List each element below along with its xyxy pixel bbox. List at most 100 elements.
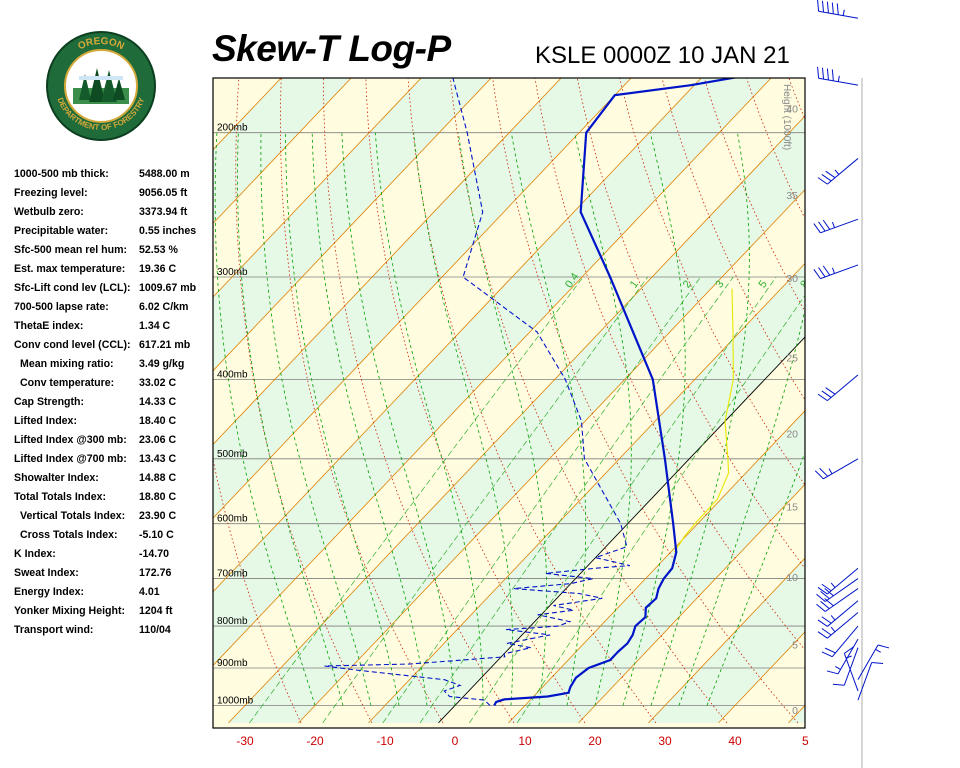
barb-flag — [817, 0, 820, 12]
moist-adiabat — [214, 132, 316, 706]
barb-flag — [831, 2, 834, 14]
wind-barb — [826, 638, 859, 675]
index-row: 700-500 lapse rate: 6.02 C/km — [14, 301, 210, 320]
index-value: 1009.67 mb — [139, 282, 197, 294]
index-value: 617.21 mb — [139, 339, 191, 351]
dry-adiabat — [449, 78, 728, 724]
moist-adiabat — [341, 132, 456, 706]
barb-half-flag — [830, 615, 836, 621]
wind-barb — [843, 646, 859, 692]
moist-adiabat — [285, 132, 400, 706]
barb-flag — [818, 267, 826, 278]
barb-staff — [827, 600, 859, 627]
index-value: 14.88 C — [139, 472, 177, 484]
dry-adiabat — [213, 457, 302, 724]
index-value: -5.10 C — [139, 529, 174, 541]
x-tick-labels: -30 -20 -10 0 10 20 30 40 5 — [236, 734, 809, 748]
isotherm-line — [228, 115, 805, 724]
index-label: Conv cond level (CCL): — [14, 339, 131, 351]
barb-staff — [823, 458, 859, 480]
mixing-ratio-label: 3 — [713, 278, 726, 290]
barb-flag — [817, 587, 828, 595]
barb-half-flag — [830, 626, 836, 633]
x-tick-label: -10 — [376, 734, 394, 748]
chart-title: Skew-T Log-P — [212, 28, 451, 69]
barb-flag — [821, 67, 825, 80]
index-label: Freezing level: — [14, 187, 88, 199]
mixing-ratio-label: 8 — [798, 278, 811, 290]
index-label: Lifted Index @700 mb: — [14, 453, 127, 465]
index-row: Transport wind: 110/04 — [14, 624, 210, 643]
barb-flag — [831, 69, 834, 81]
index-value: 5488.00 m — [139, 168, 190, 180]
index-value: 4.01 — [139, 586, 160, 598]
index-value: 172.76 — [139, 567, 172, 579]
barb-flag — [871, 662, 884, 664]
wind-barb — [857, 662, 884, 701]
index-label: Mean mixing ratio: — [20, 358, 114, 370]
barb-flag — [820, 590, 830, 600]
barb-flag — [817, 631, 828, 639]
index-label: Vertical Totals Index: — [20, 510, 126, 522]
index-row: Cross Totals Index: -5.10 C — [14, 529, 210, 548]
barb-flag — [826, 1, 829, 14]
x-tick-label: 5 — [802, 734, 809, 748]
index-label: Showalter Index: — [14, 472, 99, 484]
plot-area: 0.41235850454035302520151050Height (1000… — [213, 0, 960, 724]
barb-half-flag — [842, 9, 845, 16]
barb-flag — [814, 470, 824, 480]
barb-half-flag — [831, 221, 835, 228]
height-tick-label: 10 — [786, 572, 798, 584]
index-label: Yonker Mixing Height: — [14, 605, 126, 617]
mixing-ratio-line — [469, 276, 777, 724]
isotherm-line — [368, 262, 805, 724]
wind-barb — [817, 567, 859, 595]
index-label: Wetbulb zero: — [14, 206, 84, 218]
x-tick-label: 10 — [518, 734, 532, 748]
barb-staff — [857, 644, 879, 680]
dry-adiabat — [835, 0, 960, 723]
mixing-ratio-label: 2 — [681, 278, 694, 290]
isotherm-band — [788, 705, 805, 723]
index-row: Cap Strength: 14.33 C — [14, 396, 210, 415]
barb-half-flag — [875, 648, 881, 653]
moist-adiabat — [311, 132, 428, 706]
dry-adiabat — [619, 78, 805, 486]
pressure-label: 700mb — [217, 569, 248, 580]
index-label: K Index: — [14, 548, 56, 560]
barb-staff — [820, 264, 859, 280]
barb-staff — [820, 218, 859, 234]
height-tick-label: 40 — [786, 104, 798, 116]
x-tick-label: 30 — [658, 734, 672, 748]
dry-adiabat — [870, 0, 960, 723]
mixing-ratio-label: 1 — [628, 278, 641, 290]
dry-adiabat — [407, 78, 657, 724]
moist-adiabat — [650, 132, 750, 706]
index-label: Total Totals Index: — [14, 491, 107, 503]
barb-flag — [817, 619, 828, 627]
dry-adiabats — [213, 0, 960, 724]
height-labels: 50454035302520151050Height (1000ft) — [781, 84, 798, 717]
barb-staff — [824, 588, 859, 612]
wind-barb — [821, 625, 859, 658]
barb-staff — [843, 647, 859, 686]
barb-flag — [825, 170, 836, 179]
wind-barb — [817, 374, 859, 402]
dry-adiabat — [279, 78, 444, 724]
barb-half-flag — [845, 655, 852, 659]
dry-adiabat — [800, 0, 960, 723]
stability-indices-panel: 1000-500 mb thick: 5488.00 m Freezing leve… — [14, 168, 210, 643]
wind-barb — [816, 578, 859, 602]
index-label: Transport wind: — [14, 624, 94, 636]
index-value: 110/04 — [139, 624, 171, 636]
wind-barb — [832, 647, 859, 686]
index-row: Lifted Index @700 mb: 13.43 C — [14, 453, 210, 472]
x-tick-label: -30 — [236, 734, 254, 748]
index-row: K Index: -14.70 — [14, 548, 210, 567]
index-value: -14.70 — [139, 548, 170, 560]
x-tick-label: 20 — [588, 734, 602, 748]
barb-flag — [824, 588, 834, 597]
mixing-ratio-line — [322, 276, 649, 724]
isotherm-line — [648, 557, 805, 724]
dry-adiabat — [235, 78, 373, 724]
